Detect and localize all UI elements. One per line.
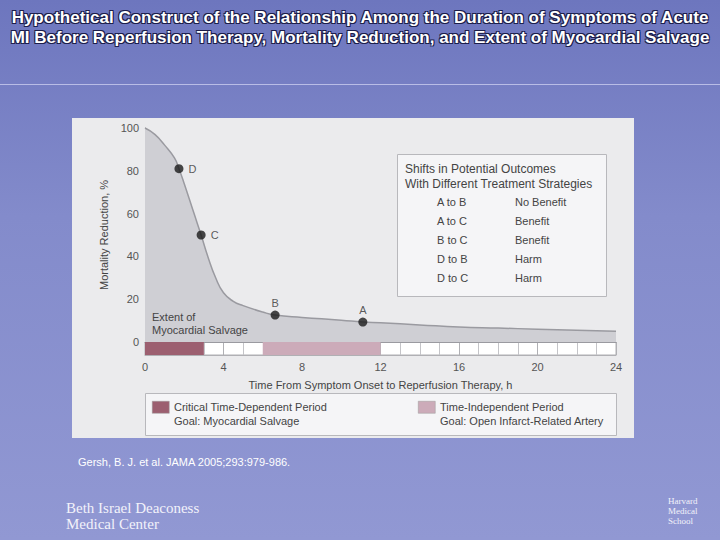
html-text:Harvard Medical School: Harvard Medical School [668,496,698,526]
svg-text:20: 20 [127,293,139,305]
svg-text:A to C: A to C [437,215,467,227]
svg-text:Time From Symptom Onset to Rep: Time From Symptom Onset to Reperfusion T… [249,379,513,391]
svg-text:Benefit: Benefit [515,215,549,227]
html-text:Beth Israel Deaconess Medical: Beth Israel Deaconess Medical Center [66,500,200,532]
svg-text:Harm: Harm [515,253,542,265]
svg-text:Harm: Harm [515,272,542,284]
svg-text:Critical Time-Dependent Period: Critical Time-Dependent Period [174,401,327,413]
svg-text:Goal: Open Infarct-Related Art: Goal: Open Infarct-Related Artery [440,415,604,427]
svg-text:Extent of: Extent of [152,311,196,323]
svg-text:C: C [211,229,219,241]
svg-text:40: 40 [127,250,139,262]
svg-text:A to B: A to B [437,196,466,208]
svg-text:20: 20 [531,361,543,373]
svg-text:0: 0 [133,336,139,348]
svg-text:16: 16 [453,361,465,373]
svg-text:With Different Treatment Strat: With Different Treatment Strategies [405,177,592,191]
svg-text:Mortality Reduction, %: Mortality Reduction, % [98,180,110,290]
svg-text:12: 12 [374,361,386,373]
html-text:Hypothetical Construct of the: Hypothetical Construct of the Relationsh… [10,8,710,47]
svg-text:D: D [188,163,196,175]
svg-text:Shifts in Potential Outcomes: Shifts in Potential Outcomes [405,162,556,176]
svg-text:Myocardial Salvage: Myocardial Salvage [152,324,248,336]
svg-text:60: 60 [127,208,139,220]
svg-text:D to B: D to B [437,253,468,265]
svg-text:24: 24 [610,361,622,373]
svg-text:No Benefit: No Benefit [515,196,566,208]
svg-text:A: A [359,304,367,316]
svg-text:8: 8 [299,361,305,373]
svg-text:80: 80 [127,165,139,177]
svg-text:B to C: B to C [437,234,468,246]
svg-text:100: 100 [121,122,139,134]
svg-text:Benefit: Benefit [515,234,549,246]
svg-text:D to C: D to C [437,272,468,284]
svg-text:B: B [271,297,278,309]
svg-text:Goal: Myocardial Salvage: Goal: Myocardial Salvage [174,415,299,427]
svg-text:Time-Independent Period: Time-Independent Period [440,401,564,413]
html-text:Gersh, B. J. et al. JAMA 2005;: Gersh, B. J. et al. JAMA 2005;293:979-98… [78,456,291,468]
svg-text:4: 4 [220,361,226,373]
svg-text:0: 0 [142,361,148,373]
